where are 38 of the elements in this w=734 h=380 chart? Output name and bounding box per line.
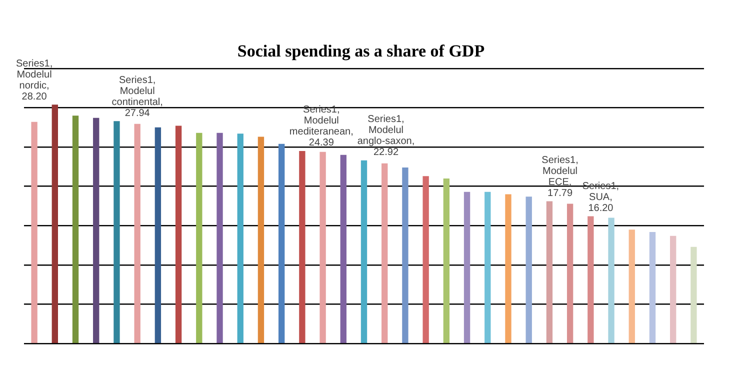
bar bbox=[608, 218, 614, 343]
bar bbox=[175, 126, 182, 343]
bar bbox=[484, 192, 491, 343]
bar bbox=[628, 230, 635, 343]
bar bbox=[422, 176, 429, 343]
bar bbox=[320, 152, 326, 343]
bar bbox=[258, 136, 264, 343]
bar bbox=[134, 124, 140, 343]
data-label: Series1, Modelul nordic, 28.20 bbox=[16, 58, 53, 102]
bar bbox=[216, 132, 223, 343]
bar bbox=[526, 196, 532, 343]
bar bbox=[588, 216, 594, 343]
bar bbox=[52, 104, 58, 343]
data-label: Series1, Modelul anglo-saxon, 22.92 bbox=[357, 114, 415, 158]
bar bbox=[566, 204, 574, 343]
bar bbox=[360, 160, 368, 343]
bar bbox=[196, 132, 202, 343]
bar bbox=[237, 134, 244, 343]
bar bbox=[154, 127, 162, 343]
bar bbox=[299, 150, 306, 343]
bar bbox=[31, 122, 38, 343]
bar bbox=[114, 121, 120, 343]
bar bbox=[340, 154, 346, 343]
data-label: Series1, Modelul ECE, 17.79 bbox=[542, 155, 578, 200]
bar bbox=[505, 194, 512, 343]
bar bbox=[690, 246, 697, 343]
bar bbox=[402, 167, 408, 343]
bar bbox=[464, 192, 470, 343]
bar bbox=[72, 116, 79, 343]
bar bbox=[443, 178, 450, 343]
chart-title: Social spending as a share of GDP bbox=[237, 42, 485, 61]
bar bbox=[382, 163, 388, 343]
bar bbox=[278, 144, 285, 343]
bar bbox=[649, 232, 656, 343]
bar bbox=[546, 201, 553, 343]
bar bbox=[670, 236, 676, 343]
data-label: Series1, Modelul continental, 27.94 bbox=[112, 74, 163, 119]
bar bbox=[93, 118, 100, 343]
